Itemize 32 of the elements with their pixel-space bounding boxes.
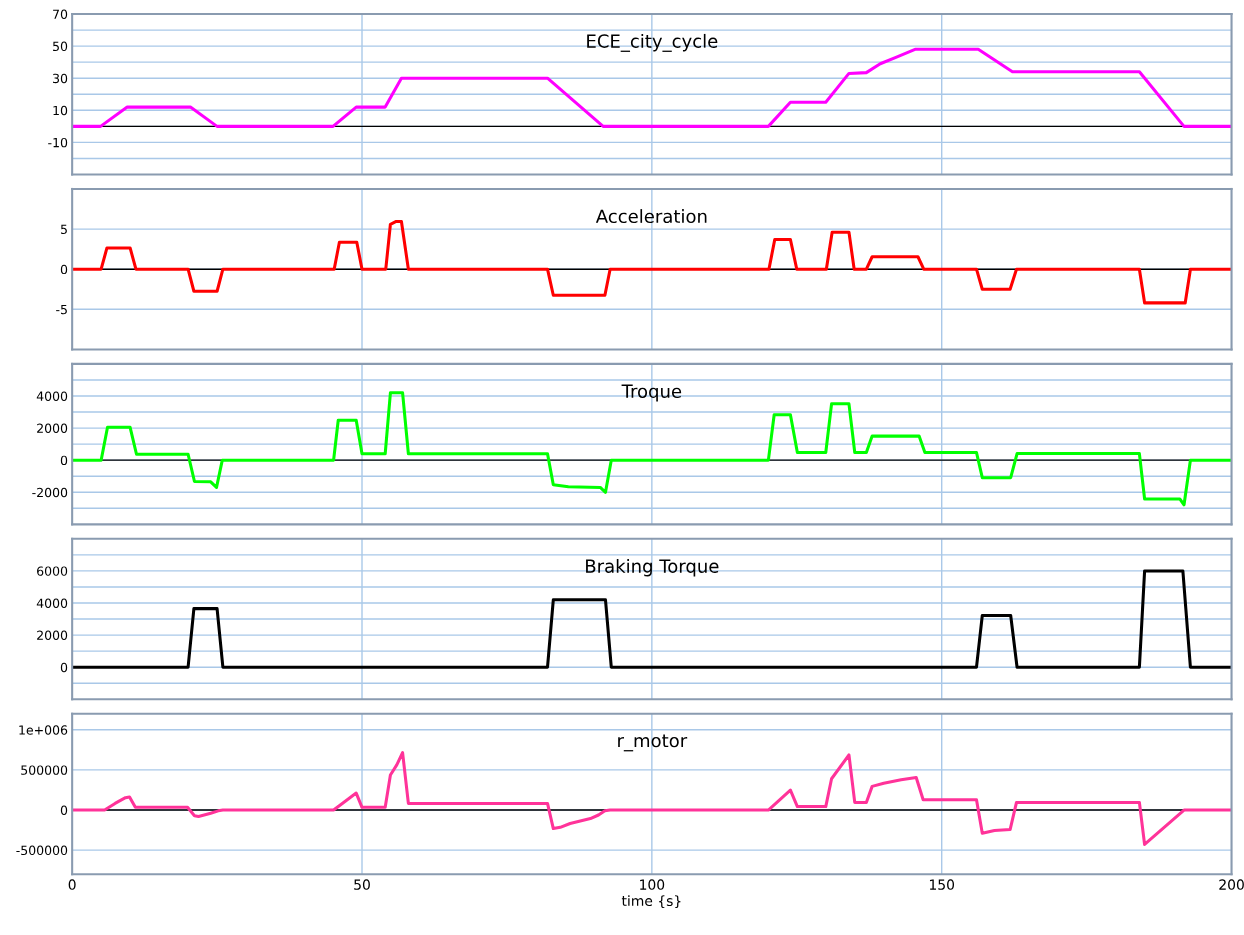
y-tick-label: 5 (61, 224, 67, 234)
y-tick-label: 500000 (21, 765, 68, 775)
y-tick-label: 6000 (37, 566, 68, 576)
x-tick-label: 200 (1219, 879, 1244, 890)
y-tick-label: 0 (60, 805, 68, 815)
y-tick-label: 0 (60, 264, 68, 275)
text: Acceleration (595, 209, 707, 224)
y-tick-label: 30 (53, 73, 68, 84)
y-tick-label: -5 (56, 304, 67, 315)
y-tick-label: -2000 (32, 487, 68, 498)
y-tick-label: -10 (48, 137, 68, 148)
x-tick-label: 150 (929, 879, 955, 890)
x-tick-label: 100 (640, 879, 665, 890)
text: Troque (621, 384, 682, 402)
y-tick-label: 0 (60, 455, 68, 466)
y-tick-label: 50 (53, 41, 68, 52)
y-tick-label: 70 (53, 9, 68, 19)
y-tick-label: 2000 (37, 630, 68, 641)
x-tick-label: 0 (68, 879, 76, 890)
x-tick-label: 50 (354, 879, 370, 890)
text: Braking Torque (586, 558, 719, 577)
y-tick-label: 4000 (36, 391, 68, 401)
y-tick-label: 1e+006 (19, 725, 68, 735)
y-tick-label: 0 (60, 662, 68, 673)
text: ECE_city_cycle (587, 33, 718, 52)
y-tick-label: -500000 (16, 845, 68, 856)
y-tick-label: 10 (53, 105, 68, 116)
y-tick-label: 2000 (37, 423, 68, 433)
line-series (72, 751, 1232, 846)
x-axis-title: time {s} (621, 895, 681, 909)
y-tick-label: 4000 (36, 598, 68, 608)
text: r_motor (618, 734, 688, 752)
